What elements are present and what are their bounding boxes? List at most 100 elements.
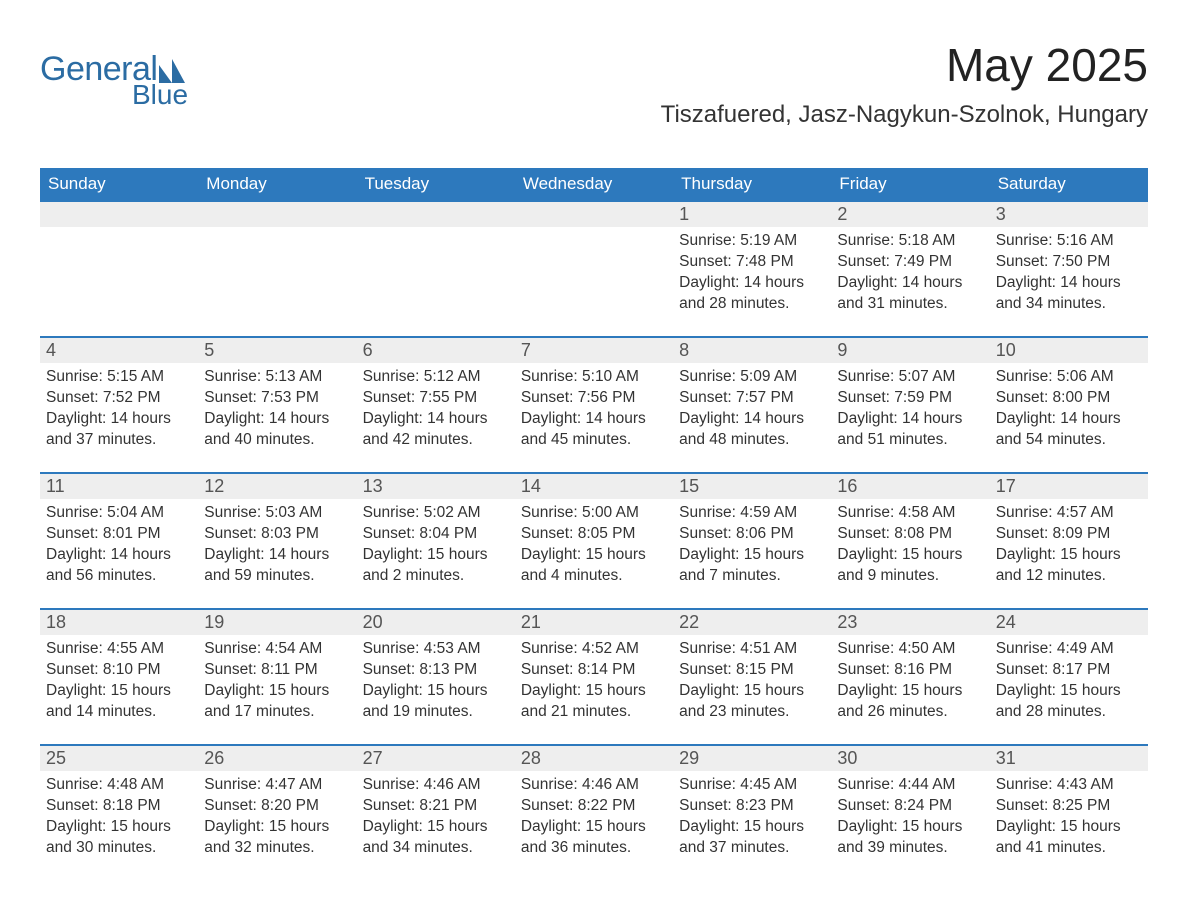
day-number: 25 <box>40 746 198 771</box>
day-number: 27 <box>357 746 515 771</box>
sunrise-line: Sunrise: 4:52 AM <box>521 639 667 660</box>
sunset-line: Sunset: 7:49 PM <box>837 252 983 273</box>
sunset-line: Sunset: 8:10 PM <box>46 660 192 681</box>
calendar-cell: 13Sunrise: 5:02 AMSunset: 8:04 PMDayligh… <box>357 472 515 608</box>
day: 1Sunrise: 5:19 AMSunset: 7:48 PMDaylight… <box>673 200 831 336</box>
day-header: Saturday <box>990 168 1148 200</box>
day-body: Sunrise: 4:49 AMSunset: 8:17 PMDaylight:… <box>990 635 1148 723</box>
sunset-line: Sunset: 7:57 PM <box>679 388 825 409</box>
day-number: 22 <box>673 610 831 635</box>
sunset-line: Sunset: 8:08 PM <box>837 524 983 545</box>
calendar-cell <box>198 200 356 336</box>
sunrise-line: Sunrise: 4:54 AM <box>204 639 350 660</box>
day-body: Sunrise: 4:54 AMSunset: 8:11 PMDaylight:… <box>198 635 356 723</box>
daylight-line: Daylight: 15 hours and 2 minutes. <box>363 545 509 587</box>
calendar-cell: 17Sunrise: 4:57 AMSunset: 8:09 PMDayligh… <box>990 472 1148 608</box>
day: 4Sunrise: 5:15 AMSunset: 7:52 PMDaylight… <box>40 336 198 472</box>
day-body: Sunrise: 5:12 AMSunset: 7:55 PMDaylight:… <box>357 363 515 451</box>
sunset-line: Sunset: 8:23 PM <box>679 796 825 817</box>
title-block: May 2025 Tiszafuered, Jasz-Nagykun-Szoln… <box>661 40 1148 129</box>
day-body: Sunrise: 4:46 AMSunset: 8:21 PMDaylight:… <box>357 771 515 859</box>
day: 8Sunrise: 5:09 AMSunset: 7:57 PMDaylight… <box>673 336 831 472</box>
day-header: Wednesday <box>515 168 673 200</box>
day: 10Sunrise: 5:06 AMSunset: 8:00 PMDayligh… <box>990 336 1148 472</box>
day-number: 13 <box>357 474 515 499</box>
daylight-line: Daylight: 15 hours and 19 minutes. <box>363 681 509 723</box>
calendar-cell: 12Sunrise: 5:03 AMSunset: 8:03 PMDayligh… <box>198 472 356 608</box>
sunset-line: Sunset: 8:21 PM <box>363 796 509 817</box>
day-body: Sunrise: 5:04 AMSunset: 8:01 PMDaylight:… <box>40 499 198 587</box>
day-body: Sunrise: 4:45 AMSunset: 8:23 PMDaylight:… <box>673 771 831 859</box>
day-number: 1 <box>673 202 831 227</box>
daylight-line: Daylight: 15 hours and 9 minutes. <box>837 545 983 587</box>
sunrise-line: Sunrise: 5:12 AM <box>363 367 509 388</box>
calendar-cell: 18Sunrise: 4:55 AMSunset: 8:10 PMDayligh… <box>40 608 198 744</box>
sunrise-line: Sunrise: 5:16 AM <box>996 231 1142 252</box>
daylight-line: Daylight: 15 hours and 32 minutes. <box>204 817 350 859</box>
day-number: 26 <box>198 746 356 771</box>
day: 12Sunrise: 5:03 AMSunset: 8:03 PMDayligh… <box>198 472 356 608</box>
sunrise-line: Sunrise: 4:51 AM <box>679 639 825 660</box>
day-body: Sunrise: 4:55 AMSunset: 8:10 PMDaylight:… <box>40 635 198 723</box>
day-number: 15 <box>673 474 831 499</box>
day-body: Sunrise: 5:16 AMSunset: 7:50 PMDaylight:… <box>990 227 1148 315</box>
empty-day <box>357 200 515 336</box>
sunrise-line: Sunrise: 4:53 AM <box>363 639 509 660</box>
day-body: Sunrise: 4:46 AMSunset: 8:22 PMDaylight:… <box>515 771 673 859</box>
sunset-line: Sunset: 8:17 PM <box>996 660 1142 681</box>
sunset-line: Sunset: 7:53 PM <box>204 388 350 409</box>
calendar-cell: 15Sunrise: 4:59 AMSunset: 8:06 PMDayligh… <box>673 472 831 608</box>
day-header: Friday <box>831 168 989 200</box>
sunrise-line: Sunrise: 4:50 AM <box>837 639 983 660</box>
daylight-line: Daylight: 14 hours and 37 minutes. <box>46 409 192 451</box>
calendar-cell: 11Sunrise: 5:04 AMSunset: 8:01 PMDayligh… <box>40 472 198 608</box>
day-number: 4 <box>40 338 198 363</box>
day: 29Sunrise: 4:45 AMSunset: 8:23 PMDayligh… <box>673 744 831 880</box>
day-number <box>198 202 356 227</box>
sunrise-line: Sunrise: 4:46 AM <box>521 775 667 796</box>
day-number: 24 <box>990 610 1148 635</box>
sunrise-line: Sunrise: 5:02 AM <box>363 503 509 524</box>
day-body: Sunrise: 5:10 AMSunset: 7:56 PMDaylight:… <box>515 363 673 451</box>
day-body: Sunrise: 4:53 AMSunset: 8:13 PMDaylight:… <box>357 635 515 723</box>
sunrise-line: Sunrise: 4:57 AM <box>996 503 1142 524</box>
sunrise-line: Sunrise: 4:59 AM <box>679 503 825 524</box>
day-body: Sunrise: 5:07 AMSunset: 7:59 PMDaylight:… <box>831 363 989 451</box>
daylight-line: Daylight: 15 hours and 21 minutes. <box>521 681 667 723</box>
sunset-line: Sunset: 8:11 PM <box>204 660 350 681</box>
day: 3Sunrise: 5:16 AMSunset: 7:50 PMDaylight… <box>990 200 1148 336</box>
day: 19Sunrise: 4:54 AMSunset: 8:11 PMDayligh… <box>198 608 356 744</box>
day-header: Monday <box>198 168 356 200</box>
day-body: Sunrise: 4:58 AMSunset: 8:08 PMDaylight:… <box>831 499 989 587</box>
daylight-line: Daylight: 15 hours and 28 minutes. <box>996 681 1142 723</box>
daylight-line: Daylight: 14 hours and 34 minutes. <box>996 273 1142 315</box>
day: 14Sunrise: 5:00 AMSunset: 8:05 PMDayligh… <box>515 472 673 608</box>
sunset-line: Sunset: 8:25 PM <box>996 796 1142 817</box>
calendar-cell <box>357 200 515 336</box>
calendar-cell: 31Sunrise: 4:43 AMSunset: 8:25 PMDayligh… <box>990 744 1148 880</box>
calendar-cell: 29Sunrise: 4:45 AMSunset: 8:23 PMDayligh… <box>673 744 831 880</box>
sunrise-line: Sunrise: 4:58 AM <box>837 503 983 524</box>
sunrise-line: Sunrise: 4:43 AM <box>996 775 1142 796</box>
brand-logo: General Blue <box>40 50 188 111</box>
sunset-line: Sunset: 7:59 PM <box>837 388 983 409</box>
day-body: Sunrise: 4:44 AMSunset: 8:24 PMDaylight:… <box>831 771 989 859</box>
sunset-line: Sunset: 8:05 PM <box>521 524 667 545</box>
day-number: 30 <box>831 746 989 771</box>
day-number: 16 <box>831 474 989 499</box>
daylight-line: Daylight: 15 hours and 4 minutes. <box>521 545 667 587</box>
day-number: 28 <box>515 746 673 771</box>
sunset-line: Sunset: 7:56 PM <box>521 388 667 409</box>
daylight-line: Daylight: 14 hours and 31 minutes. <box>837 273 983 315</box>
sunrise-line: Sunrise: 5:03 AM <box>204 503 350 524</box>
day-header: Tuesday <box>357 168 515 200</box>
calendar-cell: 23Sunrise: 4:50 AMSunset: 8:16 PMDayligh… <box>831 608 989 744</box>
day-number: 17 <box>990 474 1148 499</box>
page-title: May 2025 <box>661 40 1148 91</box>
sunrise-line: Sunrise: 5:19 AM <box>679 231 825 252</box>
day-header: Thursday <box>673 168 831 200</box>
day-body: Sunrise: 5:00 AMSunset: 8:05 PMDaylight:… <box>515 499 673 587</box>
day-body: Sunrise: 4:50 AMSunset: 8:16 PMDaylight:… <box>831 635 989 723</box>
day-body: Sunrise: 5:19 AMSunset: 7:48 PMDaylight:… <box>673 227 831 315</box>
day: 26Sunrise: 4:47 AMSunset: 8:20 PMDayligh… <box>198 744 356 880</box>
